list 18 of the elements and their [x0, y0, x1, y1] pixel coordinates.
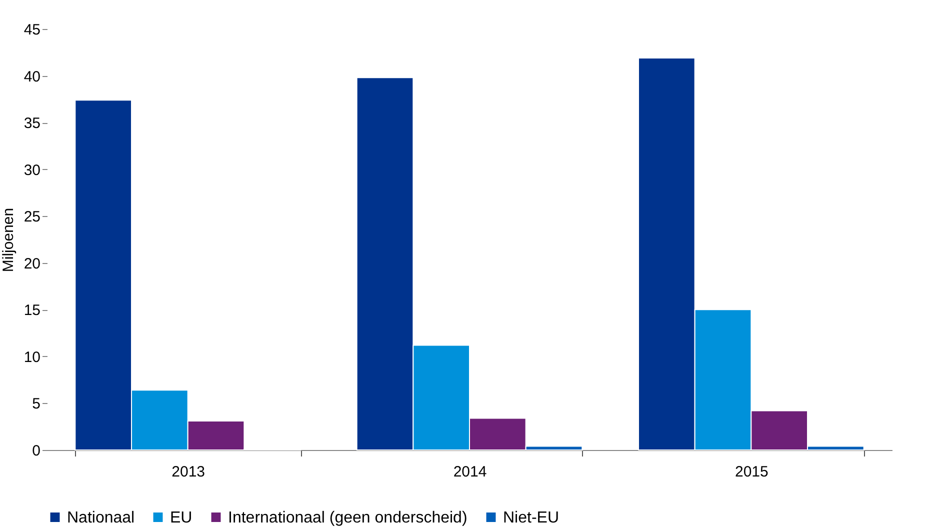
x-tick-label: 2013 [172, 464, 206, 480]
legend-label: EU [170, 509, 192, 526]
y-tick-label: 25 [24, 208, 40, 226]
y-axis-title: Miljoenen [0, 208, 17, 272]
x-tick-label: 2014 [453, 464, 487, 480]
legend-label: Internationaal (geen onderscheid) [228, 509, 468, 526]
y-tick-label: 35 [24, 115, 40, 132]
y-tick-label: 5 [32, 396, 40, 413]
y-tick-label: 45 [24, 22, 40, 38]
y-tick-label: 30 [24, 162, 40, 179]
y-tick-label: 0 [32, 442, 40, 460]
y-tick-label: 15 [24, 302, 40, 320]
y-tick-label: 20 [24, 255, 40, 272]
y-tick-label: 10 [24, 348, 40, 366]
y-tick-label: 40 [24, 68, 40, 86]
legend-label: Niet-EU [503, 509, 560, 526]
legend-label: Nationaal [67, 509, 135, 526]
x-tick-label: 2015 [734, 464, 768, 480]
